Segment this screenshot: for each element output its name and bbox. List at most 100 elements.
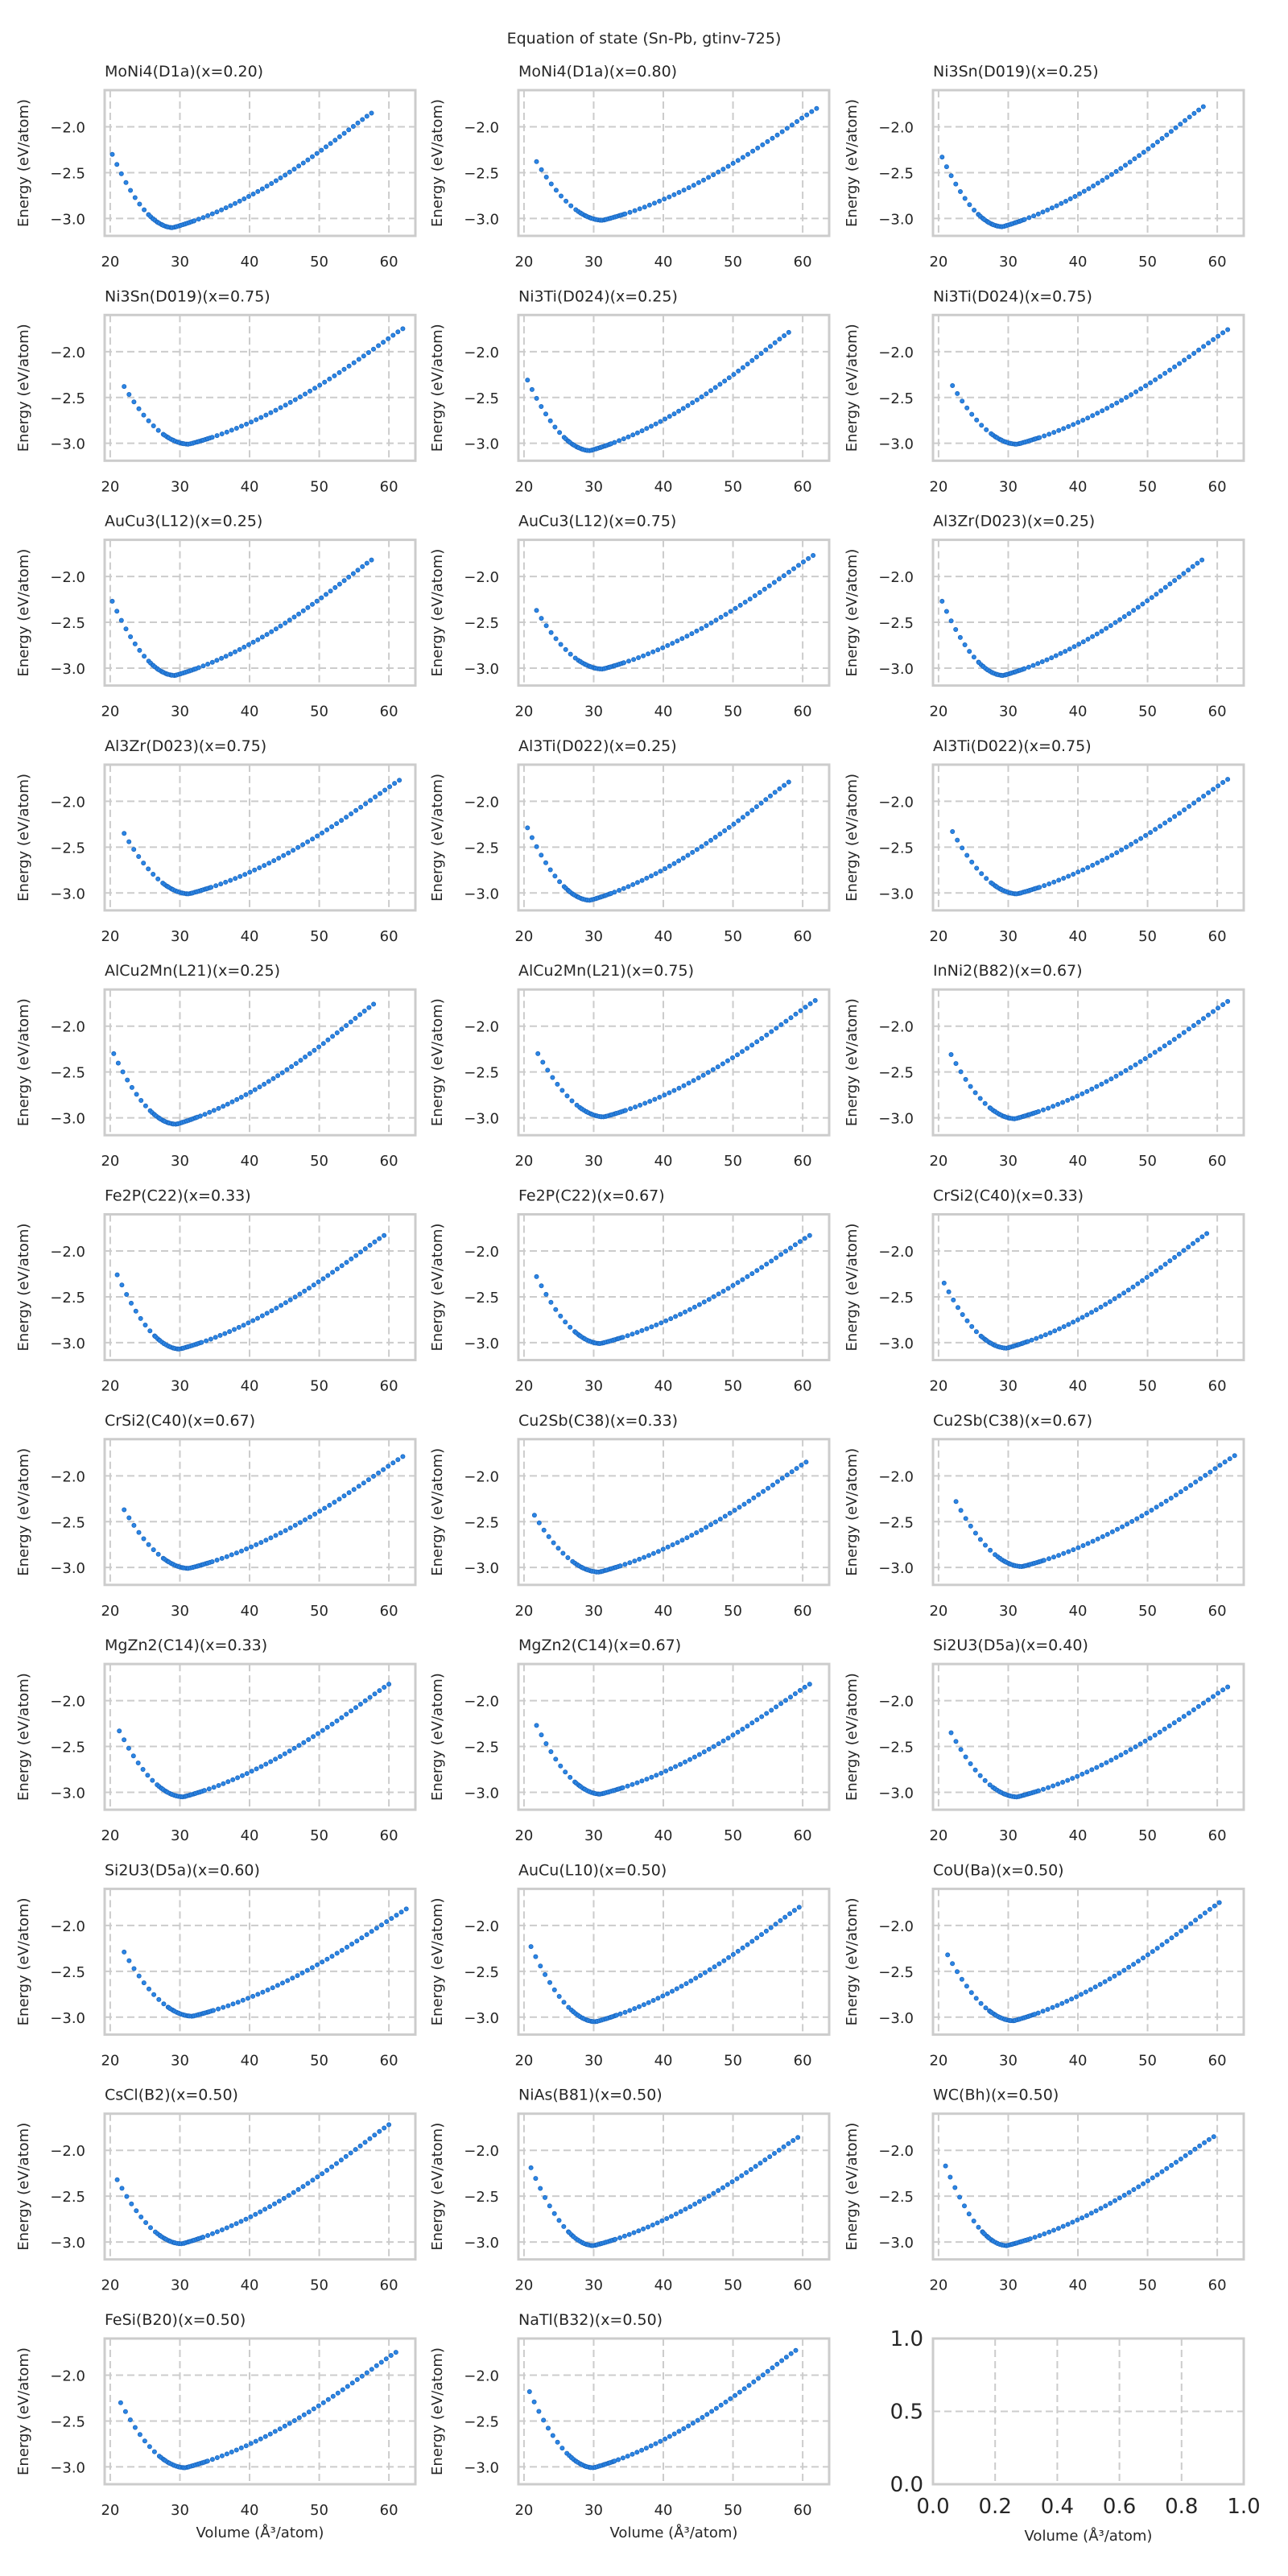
x-tick-label: 60	[794, 2052, 812, 2069]
data-point	[291, 614, 297, 620]
x-tick-label: 40	[241, 254, 259, 270]
data-point	[367, 1242, 373, 1248]
data-point	[712, 1964, 717, 1970]
data-point	[1197, 2143, 1203, 2149]
data-point	[779, 129, 785, 134]
data-point	[334, 821, 340, 827]
x-tick-label: 60	[380, 1378, 398, 1395]
data-point	[660, 1993, 666, 1999]
y-tick-label: −2.5	[878, 165, 914, 182]
data-point	[711, 1294, 716, 1299]
data-point	[1145, 2178, 1150, 2184]
data-point	[946, 1289, 952, 1294]
data-point	[617, 888, 622, 894]
data-point	[298, 1058, 303, 1063]
data-point	[641, 653, 646, 658]
data-point	[332, 138, 338, 143]
subplot-title: CsCl(B2)(x=0.50)	[105, 2087, 238, 2104]
data-point	[128, 1300, 134, 1306]
data-point	[739, 2173, 745, 2178]
data-point	[1195, 1703, 1201, 1709]
data-point	[777, 336, 782, 342]
data-point	[770, 2365, 775, 2371]
data-point	[967, 649, 972, 654]
y-axis-label: Energy (eV/atom)	[429, 99, 446, 227]
data-point	[696, 1302, 702, 1307]
data-point	[279, 1070, 285, 1075]
x-tick-label: 30	[584, 704, 603, 720]
data-point	[1191, 350, 1197, 356]
data-point	[345, 2384, 350, 2389]
data-point	[224, 2451, 229, 2457]
data-point	[977, 1537, 983, 1542]
x-tick-label: 20	[101, 2502, 119, 2519]
y-tick-label: −3.0	[878, 1560, 914, 1577]
x-tick-label: 40	[654, 704, 673, 720]
data-point	[329, 2164, 335, 2169]
data-point	[1112, 1296, 1117, 1302]
data-point	[353, 1705, 358, 1711]
x-tick-label: 60	[794, 704, 812, 720]
data-point	[200, 663, 206, 669]
data-point	[704, 840, 709, 846]
data-point	[364, 1932, 369, 1938]
x-tick-label: 50	[1138, 478, 1157, 495]
data-point	[320, 830, 325, 836]
data-point	[737, 602, 743, 608]
data-point	[1046, 1105, 1051, 1111]
data-point	[1040, 2008, 1046, 2014]
data-point	[1157, 1046, 1162, 1052]
data-point	[240, 1997, 246, 2003]
data-point	[248, 2214, 254, 2219]
data-point	[1041, 1107, 1046, 1113]
data-point	[1092, 1984, 1098, 1990]
data-point	[1114, 400, 1120, 406]
data-series	[526, 2347, 799, 2471]
data-point	[395, 1457, 401, 1463]
data-point	[334, 1951, 340, 1956]
data-point	[552, 873, 558, 879]
x-tick-label: 20	[929, 2052, 947, 2069]
axes-frame	[517, 1887, 831, 2036]
subplot-title: MoNi4(D1a)(x=0.80)	[518, 63, 677, 80]
x-tick-label: 40	[1069, 2277, 1088, 2294]
data-point	[253, 2211, 258, 2217]
x-tick-label: 60	[794, 1827, 812, 1844]
data-point	[1065, 1097, 1071, 1103]
x-tick-label: 60	[380, 1603, 398, 1620]
data-point	[779, 2358, 785, 2363]
data-point	[1103, 2203, 1108, 2209]
data-point	[758, 351, 764, 357]
data-point	[646, 2224, 651, 2230]
data-point	[1176, 1033, 1182, 1038]
data-point	[292, 1294, 298, 1300]
subplot-title: CrSi2(C40)(x=0.67)	[105, 1412, 255, 1430]
data-point	[1147, 1736, 1153, 1741]
data-point	[1118, 166, 1124, 171]
data-point	[1061, 1550, 1067, 1556]
data-point	[658, 1320, 664, 1326]
data-point	[320, 1728, 325, 1733]
data-point	[1129, 392, 1134, 398]
data-point	[1211, 786, 1216, 792]
data-point	[392, 781, 398, 786]
data-point	[1090, 413, 1096, 419]
data-point	[784, 1472, 790, 1478]
data-point	[1081, 188, 1087, 194]
data-point	[727, 1510, 733, 1516]
data-point	[1025, 1339, 1030, 1344]
data-point	[551, 1987, 557, 1992]
data-point	[957, 634, 963, 640]
data-point	[1139, 1513, 1145, 1519]
data-point	[1152, 1732, 1158, 1738]
data-point	[316, 2403, 321, 2409]
data-point	[1173, 125, 1179, 130]
x-tick-label: 50	[1138, 928, 1157, 945]
data-point	[564, 1093, 570, 1099]
subplot: Ni3Ti(D024)(x=0.75)20 30 40 50 60−3.0−2.5−2.…	[844, 287, 1245, 495]
data-point	[277, 2426, 283, 2432]
data-point	[255, 1992, 261, 1997]
data-point	[684, 634, 690, 639]
data-point	[556, 1993, 562, 1999]
data-point	[1177, 361, 1183, 366]
